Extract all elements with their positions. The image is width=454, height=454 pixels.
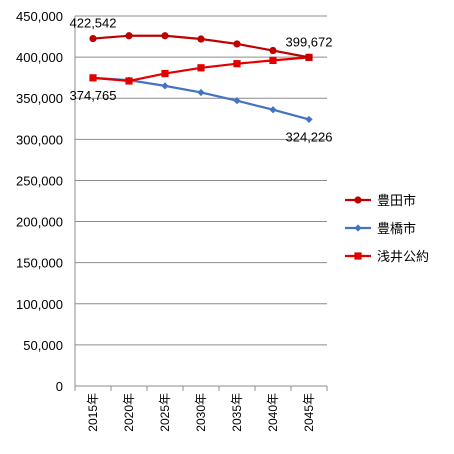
data-label: 399,672 xyxy=(286,34,333,49)
y-tick-label: 250,000 xyxy=(16,173,63,188)
data-point xyxy=(197,88,205,97)
legend-label: 豊田市 xyxy=(377,193,416,208)
data-point xyxy=(125,32,133,40)
x-tick-label: 2015年 xyxy=(86,393,100,432)
x-tick-label: 2025年 xyxy=(158,393,172,432)
data-labels: 422,542 399,672 374,765 324,226 xyxy=(70,16,333,145)
data-point xyxy=(354,224,362,232)
x-tick-label: 2020年 xyxy=(122,393,136,432)
x-tick-label: 2045年 xyxy=(302,393,316,432)
data-label: 422,542 xyxy=(70,16,117,31)
data-label: 324,226 xyxy=(286,129,333,144)
legend-item: 豊橋市 xyxy=(345,221,416,236)
data-point xyxy=(354,196,362,204)
data-point xyxy=(161,82,169,90)
legend-label: 浅井公約 xyxy=(377,249,429,264)
data-point xyxy=(233,60,241,68)
y-tick-label: 350,000 xyxy=(16,91,63,106)
data-point xyxy=(125,77,133,85)
legend-item: 浅井公約 xyxy=(345,249,429,264)
data-point xyxy=(305,53,313,61)
x-axis: 2015年 2020年 2025年 2030年 2035年 2040年 2045年 xyxy=(74,385,328,432)
y-tick-label: 400,000 xyxy=(16,50,63,65)
grid-lines xyxy=(75,15,327,346)
data-label: 374,765 xyxy=(70,88,117,103)
y-tick-label: 50,000 xyxy=(23,338,63,353)
data-point xyxy=(354,252,362,260)
legend-label: 豊橋市 xyxy=(377,221,416,236)
data-point xyxy=(233,40,241,48)
x-tick-label: 2030年 xyxy=(194,393,208,432)
x-tick-label: 2040年 xyxy=(266,393,280,432)
y-tick-label: 450,000 xyxy=(16,9,63,24)
data-point xyxy=(89,74,97,82)
y-tick-label: 300,000 xyxy=(16,132,63,147)
data-point xyxy=(161,69,169,78)
series-2 xyxy=(89,53,313,85)
data-point xyxy=(89,34,97,43)
y-tick-label: 150,000 xyxy=(16,256,63,271)
y-tick-label: 0 xyxy=(56,379,63,394)
data-point xyxy=(305,115,313,124)
data-point xyxy=(161,32,169,40)
series-lines xyxy=(89,32,313,124)
y-axis: 0 50,000 100,000 150,000 200,000 250,000 300,0… xyxy=(16,9,76,394)
series-0 xyxy=(89,32,313,61)
data-point xyxy=(269,56,277,64)
data-point xyxy=(269,46,277,55)
data-point xyxy=(269,106,277,114)
x-tick-label: 2035年 xyxy=(230,393,244,432)
data-point xyxy=(233,97,241,105)
data-point xyxy=(197,35,205,43)
data-point xyxy=(197,64,205,72)
y-tick-label: 200,000 xyxy=(16,215,63,230)
y-tick-label: 100,000 xyxy=(16,297,63,312)
legend-item: 豊田市 xyxy=(345,193,416,208)
